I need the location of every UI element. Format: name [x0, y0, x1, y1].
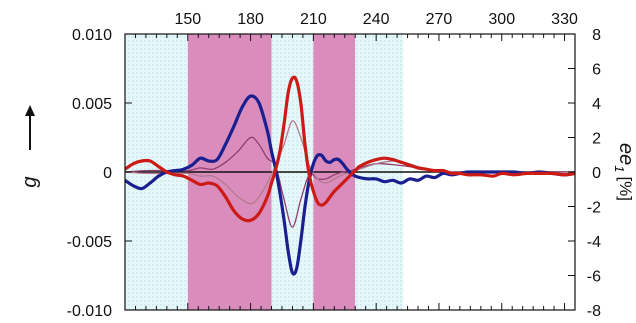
- left-tick-label: -0.010: [67, 303, 112, 320]
- right-tick-label: -4: [587, 234, 601, 251]
- right-tick-label: 8: [592, 27, 601, 44]
- right-axis-title: ee1 [%]: [612, 143, 636, 201]
- right-tick-label: 6: [592, 62, 601, 79]
- right-tick-label: -8: [587, 303, 601, 320]
- left-axis-ticks: -0.010 -0.005 0 0.005 0.010: [67, 27, 132, 320]
- right-axis-title-sub: 1: [612, 165, 627, 172]
- x-axis-ticks: 150 180 210 240 270 300 330: [134, 11, 578, 310]
- series-lines: [125, 75, 575, 276]
- left-axis-title-group: g: [19, 105, 41, 188]
- right-tick-label: -6: [587, 269, 601, 286]
- right-tick-label: 4: [592, 96, 601, 113]
- left-axis-title: g: [19, 176, 41, 187]
- left-tick-label: -0.005: [67, 234, 112, 251]
- right-axis-title-unit: [%]: [616, 176, 635, 201]
- series-line-2: [125, 75, 575, 223]
- right-tick-label: 2: [592, 131, 601, 148]
- left-tick-label: 0.005: [72, 96, 112, 113]
- arrow-head-icon: [25, 105, 35, 116]
- right-tick-label: -2: [587, 200, 601, 217]
- left-tick-label: 0.010: [72, 27, 112, 44]
- x-tick-label: 240: [363, 11, 390, 28]
- left-tick-label: 0: [103, 165, 112, 182]
- x-tick-label: 150: [174, 11, 201, 28]
- x-tick-label: 180: [237, 11, 264, 28]
- x-tick-label: 330: [551, 11, 578, 28]
- right-axis-title-main: ee: [615, 143, 636, 165]
- right-tick-label: 0: [592, 165, 601, 182]
- x-tick-label: 210: [300, 11, 327, 28]
- right-axis-ticks: -8 -6 -4 -2 0 2 4 6 8: [568, 27, 601, 320]
- x-tick-label: 300: [488, 11, 515, 28]
- x-tick-label: 270: [426, 11, 453, 28]
